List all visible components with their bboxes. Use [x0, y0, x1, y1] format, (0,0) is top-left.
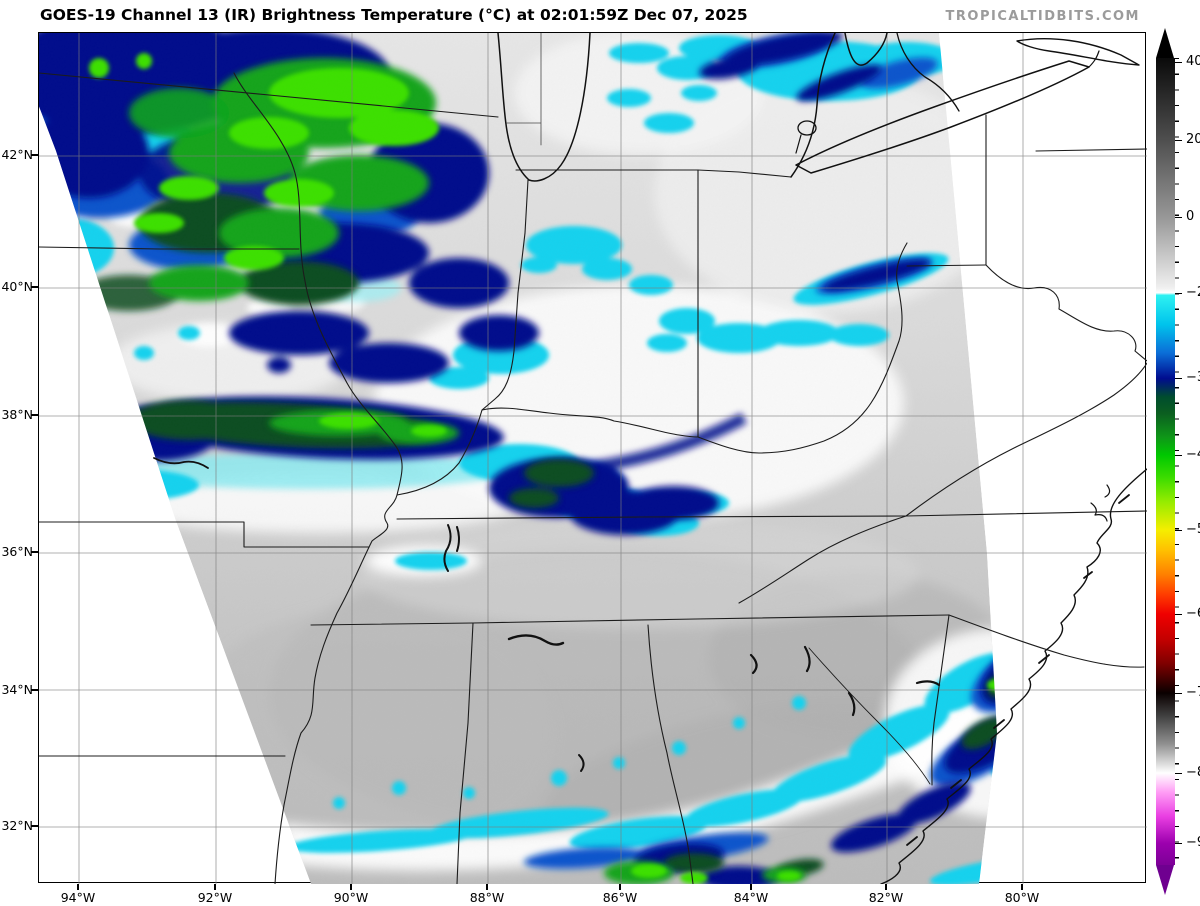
colorbar-minor-ticks: [1175, 58, 1179, 865]
lat-label-36n: 36°N: [1, 544, 33, 559]
colorbar-label-0: 0: [1186, 209, 1195, 224]
lon-label-90w: 90°W: [333, 890, 369, 905]
lakes-and-rivers: [153, 33, 1140, 772]
colorbar-label-m30: −30: [1186, 370, 1200, 385]
colorbar-label-m40: −40: [1186, 447, 1200, 462]
colorbar-label-m90: −90: [1186, 835, 1200, 850]
lon-label-82w: 82°W: [868, 890, 904, 905]
map-frame: [38, 32, 1147, 884]
colorbar-gradient: [1156, 58, 1175, 865]
colorbar-label-40: 40: [1186, 54, 1200, 69]
lon-label-94w: 94°W: [60, 890, 96, 905]
lat-label-38n: 38°N: [1, 407, 33, 422]
coastline: [880, 468, 1147, 884]
colorbar-label-20: 20: [1186, 132, 1200, 147]
lon-label-88w: 88°W: [469, 890, 505, 905]
lon-label-84w: 84°W: [733, 890, 769, 905]
colorbar-bottom-arrow: [1156, 865, 1174, 895]
colorbar-label-m80: −80: [1186, 765, 1200, 780]
lon-label-86w: 86°W: [602, 890, 638, 905]
lat-label-32n: 32°N: [1, 818, 33, 833]
colorbar-label-m50: −50: [1186, 522, 1200, 537]
lon-label-92w: 92°W: [197, 890, 233, 905]
satellite-map-image: [39, 33, 1147, 884]
lon-label-80w: 80°W: [1004, 890, 1040, 905]
colorbar-top-arrow: [1156, 28, 1174, 58]
colorbar-label-m70: −70: [1186, 685, 1200, 700]
lat-label-34n: 34°N: [1, 682, 33, 697]
lat-label-42n: 42°N: [1, 147, 33, 162]
colorbar-label-m20: −20: [1186, 285, 1200, 300]
colorbar-label-m60: −60: [1186, 606, 1200, 621]
state-borders: [39, 72, 1147, 884]
graticule-gridlines: [39, 33, 1147, 884]
page-title: GOES-19 Channel 13 (IR) Brightness Tempe…: [40, 6, 748, 24]
watermark-text: TROPICALTIDBITS.COM: [945, 9, 1140, 24]
lat-label-40n: 40°N: [1, 279, 33, 294]
